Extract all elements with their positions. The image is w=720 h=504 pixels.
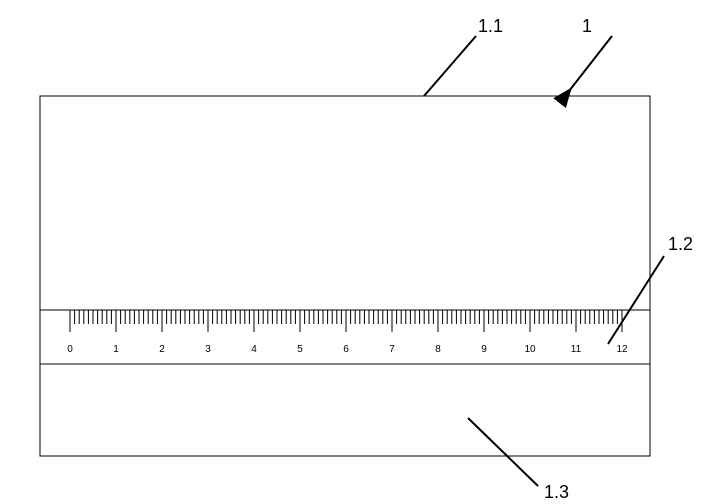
ruler-label: 1 [113,344,119,355]
ruler-label: 8 [435,344,441,355]
ruler-label: 4 [251,344,257,355]
ruler-label: 7 [389,344,395,355]
ruler-label: 0 [67,344,73,355]
ruler-label: 2 [159,344,165,355]
callout-label-1: 1 [582,16,592,36]
ruler-label: 11 [571,344,582,355]
ruler-label: 12 [616,344,628,355]
canvas-background [0,0,720,504]
ruler-label: 3 [205,344,211,355]
callout-label-1.2: 1.2 [668,234,693,254]
callout-label-1.1: 1.1 [478,16,503,36]
ruler-label: 9 [481,344,487,355]
ruler-label: 5 [297,344,303,355]
ruler-label: 6 [343,344,349,355]
ruler-label: 10 [524,344,536,355]
callout-label-1.3: 1.3 [544,482,569,502]
